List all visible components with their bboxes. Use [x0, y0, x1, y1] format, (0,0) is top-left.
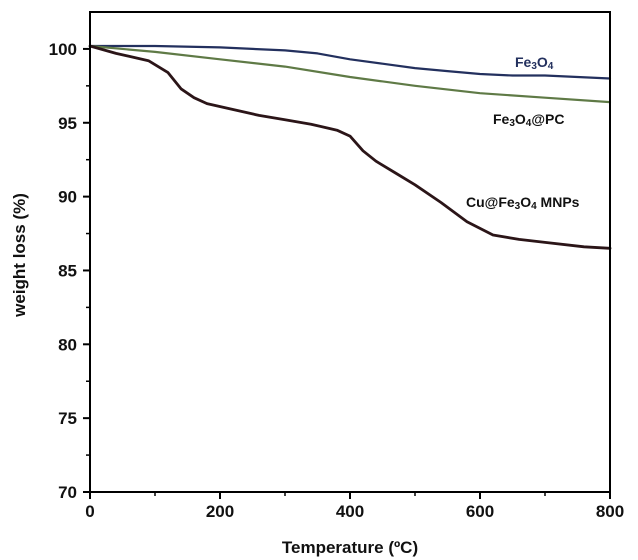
plot-frame: [89, 11, 611, 493]
y-tick-label-70: 70: [58, 483, 77, 502]
series-label-fe3o4: Fe3O4: [515, 54, 554, 72]
y-tick-label-75: 75: [58, 409, 77, 428]
y-tick-label-100: 100: [49, 40, 77, 59]
series-line-fe3o4-pc: [88, 44, 612, 104]
series-label-fe3o4-pc: Fe3O4@PC: [493, 111, 564, 129]
y-tick-label-95: 95: [58, 114, 77, 133]
x-tick-label-0: 0: [85, 502, 94, 521]
x-tick-label-600: 600: [466, 502, 494, 521]
series-line-fe3o4: [88, 44, 612, 80]
series-layer: [88, 44, 612, 250]
x-tick-label-800: 800: [596, 502, 624, 521]
x-axis-title: Temperature (ºC): [282, 538, 418, 557]
series-label-cu-fe3o4: Cu@Fe3O4 MNPs: [466, 194, 580, 212]
series-line-cu-fe3o4: [88, 44, 612, 250]
x-tick-label-400: 400: [336, 502, 364, 521]
y-tick-label-80: 80: [58, 335, 77, 354]
y-tick-label-90: 90: [58, 188, 77, 207]
x-tick-label-200: 200: [206, 502, 234, 521]
y-tick-label-85: 85: [58, 261, 77, 280]
y-axis-title: weight loss (%): [10, 193, 29, 318]
